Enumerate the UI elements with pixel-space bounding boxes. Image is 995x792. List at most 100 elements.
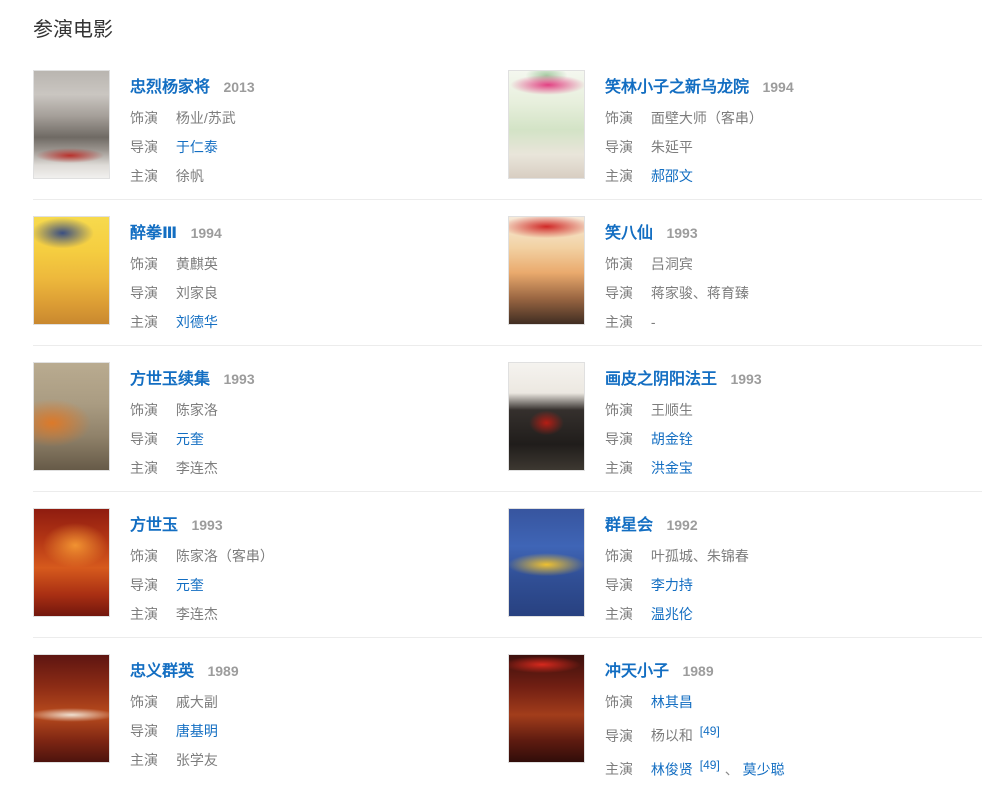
starring-link[interactable]: 林俊贤	[650, 761, 693, 778]
movie-title-link[interactable]: 笑林小子之新乌龙院	[605, 79, 750, 96]
movie-poster[interactable]	[508, 508, 585, 617]
starring-value: 李连杰	[175, 460, 218, 476]
role-value: 黄麒英	[175, 256, 218, 272]
role-value: 吕洞宾	[650, 256, 693, 272]
movie-info: 笑林小子之新乌龙院 1994 饰演 面壁大师（客串） 导演 朱延平 主演 郝邵文	[605, 70, 794, 186]
movie-poster[interactable]	[33, 216, 110, 325]
starring-row: 主演 林俊贤 [49] 、 莫少聪	[605, 755, 785, 780]
director-link[interactable]: 李力持	[650, 577, 693, 593]
movie-year: 2013	[223, 79, 255, 95]
starring-row: 主演 张学友	[130, 750, 239, 770]
movie-info: 方世玉 1993 饰演 陈家洛（客串） 导演 元奎 主演 李连杰	[130, 508, 274, 624]
reference-link[interactable]: [49]	[699, 757, 720, 772]
director-link[interactable]: 元奎	[175, 431, 204, 447]
movie-year: 1994	[190, 225, 222, 241]
starring-label: 主演	[130, 460, 158, 476]
movie-title-link[interactable]: 笑八仙	[605, 225, 654, 242]
role-value: 叶孤城、朱锦春	[650, 548, 749, 564]
director-link[interactable]: 元奎	[175, 577, 204, 593]
director-row: 导演 于仁泰	[130, 137, 255, 157]
movie-info: 方世玉续集 1993 饰演 陈家洛 导演 元奎 主演 李连杰	[130, 362, 255, 478]
starring-row: 主演 郝邵文	[605, 166, 794, 186]
movie-poster[interactable]	[33, 362, 110, 471]
movie-year: 1992	[666, 517, 698, 533]
starring-row: 主演 李连杰	[130, 604, 274, 624]
role-value: 戚大副	[175, 694, 218, 710]
role-label: 饰演	[605, 110, 633, 126]
starring-label: 主演	[605, 460, 633, 476]
movie-card: 忠烈杨家将 2013 饰演 杨业/苏武 导演 于仁泰 主演 徐帆	[33, 70, 508, 186]
role-row: 饰演 陈家洛	[130, 400, 255, 420]
movie-title-link[interactable]: 忠烈杨家将	[130, 79, 211, 96]
director-link[interactable]: 于仁泰	[175, 139, 218, 155]
movie-card: 画皮之阴阳法王 1993 饰演 王顺生 导演 胡金铨 主演 洪金宝	[508, 362, 983, 478]
movie-poster[interactable]	[508, 362, 585, 471]
director-value: 蒋家骏、蒋育臻	[650, 285, 749, 301]
director-value: 刘家良	[175, 285, 218, 301]
starring-label: 主演	[130, 606, 158, 622]
director-link[interactable]: 唐基明	[175, 723, 218, 739]
movie-title-link[interactable]: 方世玉续集	[130, 371, 211, 388]
reference-link[interactable]: [49]	[699, 724, 720, 738]
movie-title-link[interactable]: 方世玉	[130, 517, 179, 534]
role-value: 陈家洛（客串）	[175, 548, 274, 564]
movie-title-link[interactable]: 醉拳Ⅲ	[130, 225, 178, 242]
role-value: 杨业/苏武	[175, 110, 236, 126]
movie-poster[interactable]	[33, 70, 110, 179]
starring-label: 主演	[130, 314, 158, 330]
movie-year: 1993	[666, 225, 698, 241]
movie-info: 笑八仙 1993 饰演 吕洞宾 导演 蒋家骏、蒋育臻 主演 -	[605, 216, 749, 332]
starring-link[interactable]: 莫少聪	[742, 761, 785, 778]
movie-year: 1993	[191, 517, 223, 533]
role-label: 饰演	[605, 256, 633, 272]
starring-link[interactable]: 洪金宝	[650, 460, 693, 476]
role-row: 饰演 面壁大师（客串）	[605, 108, 794, 128]
role-label: 饰演	[605, 402, 633, 418]
role-row: 饰演 黄麒英	[130, 254, 222, 274]
role-label: 饰演	[605, 548, 633, 564]
movie-title-link[interactable]: 忠义群英	[130, 663, 195, 680]
movie-poster[interactable]	[508, 216, 585, 325]
movie-info: 画皮之阴阳法王 1993 饰演 王顺生 导演 胡金铨 主演 洪金宝	[605, 362, 762, 478]
role-link[interactable]: 林其昌	[650, 694, 693, 710]
director-row: 导演 蒋家骏、蒋育臻	[605, 283, 749, 303]
role-row: 饰演 戚大副	[130, 692, 239, 712]
movie-title-link[interactable]: 画皮之阴阳法王	[605, 371, 718, 388]
role-label: 饰演	[130, 548, 158, 564]
movie-grid-row: 方世玉 1993 饰演 陈家洛（客串） 导演 元奎 主演 李连杰	[33, 492, 982, 638]
starring-link[interactable]: 温兆伦	[650, 606, 693, 622]
movie-year: 1993	[223, 371, 255, 387]
starring-link[interactable]: 郝邵文	[650, 168, 693, 184]
director-label: 导演	[130, 723, 158, 739]
movie-year: 1994	[762, 79, 794, 95]
director-row: 导演 元奎	[130, 575, 274, 595]
director-label: 导演	[605, 285, 633, 301]
starring-row: 主演 温兆伦	[605, 604, 749, 624]
starring-label: 主演	[605, 168, 633, 184]
starring-label: 主演	[605, 606, 633, 622]
starring-link[interactable]: 刘德华	[175, 314, 218, 330]
role-row: 饰演 叶孤城、朱锦春	[605, 546, 749, 566]
movie-card: 冲天小子 1989 饰演 林其昌 导演 杨以和 [49] 主演 林俊贤	[508, 654, 983, 779]
movie-title-link[interactable]: 冲天小子	[605, 663, 670, 680]
movie-card: 群星会 1992 饰演 叶孤城、朱锦春 导演 李力持 主演 温兆伦	[508, 508, 983, 624]
role-value: 面壁大师（客串）	[650, 110, 763, 126]
movie-poster[interactable]	[508, 70, 585, 179]
movie-poster[interactable]	[33, 654, 110, 763]
starring-row: 主演 李连杰	[130, 458, 255, 478]
movie-grid-row: 忠义群英 1989 饰演 戚大副 导演 唐基明 主演 张学友	[33, 638, 982, 792]
movie-poster[interactable]	[508, 654, 585, 763]
starring-value: 徐帆	[175, 168, 204, 184]
movie-poster[interactable]	[33, 508, 110, 617]
movie-info: 忠烈杨家将 2013 饰演 杨业/苏武 导演 于仁泰 主演 徐帆	[130, 70, 255, 186]
movie-card: 方世玉 1993 饰演 陈家洛（客串） 导演 元奎 主演 李连杰	[33, 508, 508, 624]
movie-card: 醉拳Ⅲ 1994 饰演 黄麒英 导演 刘家良 主演 刘德华	[33, 216, 508, 332]
movie-info: 忠义群英 1989 饰演 戚大副 导演 唐基明 主演 张学友	[130, 654, 239, 770]
director-link[interactable]: 胡金铨	[650, 431, 693, 447]
movie-year: 1989	[207, 663, 239, 679]
starring-row: 主演 徐帆	[130, 166, 255, 186]
director-label: 导演	[130, 431, 158, 447]
movie-title-link[interactable]: 群星会	[605, 517, 654, 534]
role-label: 饰演	[130, 694, 158, 710]
